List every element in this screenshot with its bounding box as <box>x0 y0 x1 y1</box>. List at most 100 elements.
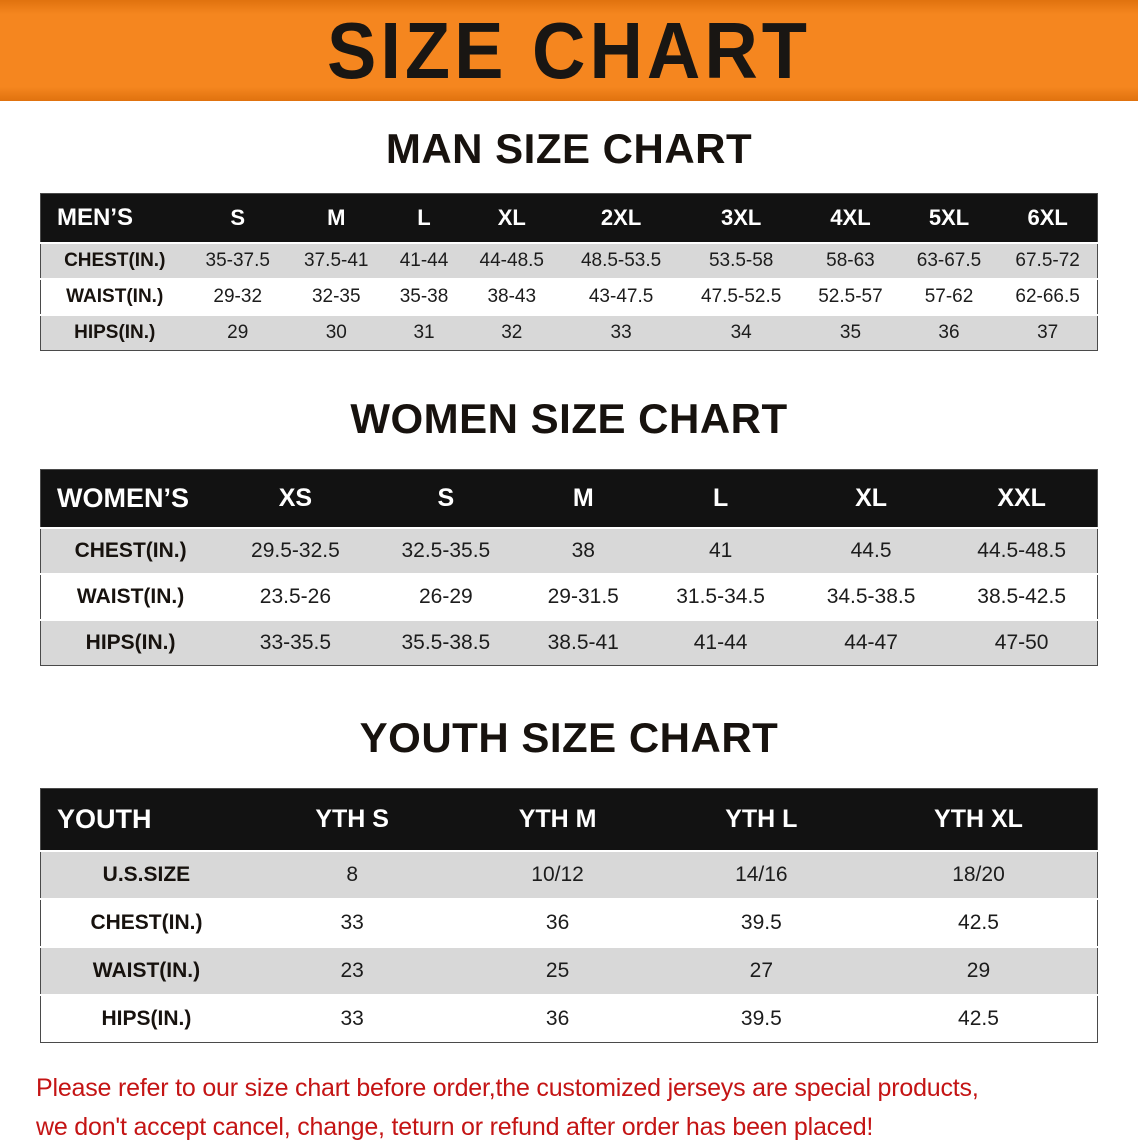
youth-size-table: YOUTH YTH S YTH M YTH L YTH XL U.S.SIZE 8 10/12… <box>40 788 1098 1043</box>
row-label-cell: HIPS(IN.) <box>74 322 156 343</box>
size-header-cell: XL <box>497 205 526 230</box>
value-cell: 26-29 <box>419 585 473 608</box>
value-cell: 62-66.5 <box>1015 286 1080 307</box>
content: MAN SIZE CHART MEN’S S M L XL 2XL 3XL 4XL 5XL 6XL… <box>0 101 1138 1147</box>
size-header-cell: L <box>712 484 729 512</box>
value-cell: 44.5 <box>850 539 892 562</box>
size-header-cell: S <box>230 205 246 230</box>
table-header-row: MEN’S S M L XL 2XL 3XL 4XL 5XL 6XL <box>40 193 1098 243</box>
value-cell: 23 <box>340 959 364 982</box>
value-cell: 27 <box>749 959 774 982</box>
value-cell: 38.5-42.5 <box>977 585 1067 608</box>
size-header-cell: L <box>417 205 431 230</box>
table-header-row: WOMEN’S XS S M L XL XXL <box>40 469 1098 528</box>
value-cell: 38.5-41 <box>547 631 619 654</box>
value-cell: 42.5 <box>958 911 999 934</box>
row-label-cell: CHEST(IN.) <box>74 539 187 562</box>
row-label-cell: CHEST(IN.) <box>64 250 166 271</box>
value-cell: 32-35 <box>311 286 361 307</box>
size-header-cell: 6XL <box>1027 205 1068 230</box>
size-header-cell: XS <box>278 484 313 512</box>
value-cell: 36 <box>545 911 570 934</box>
value-cell: 35-38 <box>399 286 449 307</box>
value-cell: 53.5-58 <box>708 250 774 271</box>
value-cell: 37.5-41 <box>304 250 369 271</box>
measurement-row: U.S.SIZE 8 10/12 14/16 18/20 <box>40 851 1098 899</box>
measurement-row: CHEST(IN.) 29.5-32.5 32.5-35.5 38 41 44.5 44.5… <box>40 528 1098 574</box>
value-cell: 33-35.5 <box>259 631 332 654</box>
table-title-cell: MEN’S <box>57 204 134 231</box>
value-cell: 32.5-35.5 <box>401 539 491 562</box>
value-cell: 41-44 <box>693 631 748 654</box>
value-cell: 48.5-53.5 <box>580 250 662 271</box>
measurement-row: CHEST(IN.) 33 36 39.5 42.5 <box>40 899 1098 947</box>
value-cell: 29 <box>966 959 991 982</box>
value-cell: 8 <box>346 863 358 886</box>
value-cell: 52.5-57 <box>818 286 883 307</box>
value-cell: 29.5-32.5 <box>251 539 340 562</box>
men-size-section: MAN SIZE CHART MEN’S S M L XL 2XL 3XL 4XL 5XL 6XL… <box>0 101 1138 351</box>
value-cell: 39.5 <box>740 1007 782 1030</box>
value-cell: 47-50 <box>994 631 1049 654</box>
women-size-section: WOMEN SIZE CHART WOMEN’S XS S M L XL XXL CHEST(… <box>0 351 1138 666</box>
value-cell: 58-63 <box>826 250 875 271</box>
value-cell: 14/16 <box>735 863 788 886</box>
value-cell: 44.5-48.5 <box>977 539 1067 562</box>
measurement-row: WAIST(IN.) 29-32 32-35 35-38 38-43 43-47.5 47.… <box>40 279 1098 315</box>
table-title-cell: YOUTH <box>57 804 152 834</box>
measurement-row: HIPS(IN.) 33 36 39.5 42.5 <box>40 995 1098 1043</box>
value-cell: 33 <box>340 1007 364 1030</box>
row-label-cell: CHEST(IN.) <box>90 911 203 934</box>
value-cell: 29 <box>227 322 249 343</box>
value-cell: 41-44 <box>399 250 449 271</box>
value-cell: 44-48.5 <box>479 250 544 271</box>
row-label-cell: HIPS(IN.) <box>101 1007 192 1030</box>
row-label-cell: U.S.SIZE <box>102 863 191 886</box>
value-cell: 23.5-26 <box>259 585 332 608</box>
value-cell: 38-43 <box>487 286 537 307</box>
size-header-cell: M <box>327 205 346 230</box>
value-cell: 35 <box>839 322 862 343</box>
men-section-heading: MAN SIZE CHART <box>385 125 753 172</box>
value-cell: 18/20 <box>952 863 1005 886</box>
value-cell: 34 <box>730 322 752 343</box>
size-header-cell: YTH S <box>315 805 389 833</box>
youth-section-heading: YOUTH SIZE CHART <box>359 714 779 761</box>
women-size-table: WOMEN’S XS S M L XL XXL CHEST(IN.) 29.5-32.5 32.5… <box>40 469 1098 666</box>
disclaimer-text: Please refer to our size chart before or… <box>36 1069 1102 1147</box>
size-header-cell: XL <box>855 484 888 512</box>
value-cell: 47.5-52.5 <box>701 286 782 307</box>
value-cell: 63-67.5 <box>916 250 982 271</box>
value-cell: 10/12 <box>531 863 584 886</box>
row-label-cell: WAIST(IN.) <box>66 286 164 307</box>
value-cell: 32 <box>501 322 523 343</box>
size-header-cell: 3XL <box>720 205 762 230</box>
measurement-row: HIPS(IN.) 33-35.5 35.5-38.5 38.5-41 41-44 44-… <box>40 620 1098 666</box>
value-cell: 25 <box>545 959 570 982</box>
size-header-cell: 2XL <box>600 205 642 230</box>
value-cell: 34.5-38.5 <box>826 585 916 608</box>
table-title-cell: WOMEN’S <box>57 483 189 513</box>
page-title: SIZE CHART <box>327 5 811 96</box>
size-header-cell: M <box>572 484 594 512</box>
value-cell: 36 <box>938 322 960 343</box>
value-cell: 29-32 <box>213 286 263 307</box>
value-cell: 57-62 <box>924 286 974 307</box>
value-cell: 39.5 <box>740 911 782 934</box>
size-header-cell: 4XL <box>830 205 871 230</box>
value-cell: 42.5 <box>958 1007 999 1030</box>
value-cell: 33 <box>610 322 632 343</box>
value-cell: 41 <box>708 539 733 562</box>
value-cell: 35-37.5 <box>205 250 270 271</box>
measurement-row: WAIST(IN.) 23.5-26 26-29 29-31.5 31.5-34.5 34… <box>40 574 1098 620</box>
banner: SIZE CHART <box>0 0 1138 101</box>
value-cell: 67.5-72 <box>1015 250 1080 271</box>
measurement-row: WAIST(IN.) 23 25 27 29 <box>40 947 1098 995</box>
women-section-heading: WOMEN SIZE CHART <box>350 395 788 442</box>
disclaimer-line-1: Please refer to our size chart before or… <box>36 1074 979 1102</box>
table-header-row: YOUTH YTH S YTH M YTH L YTH XL <box>40 788 1098 851</box>
value-cell: 44-47 <box>844 631 898 654</box>
measurement-row: HIPS(IN.) 29 30 31 32 33 34 35 36 37 <box>40 315 1098 351</box>
size-header-cell: YTH XL <box>934 805 1023 833</box>
